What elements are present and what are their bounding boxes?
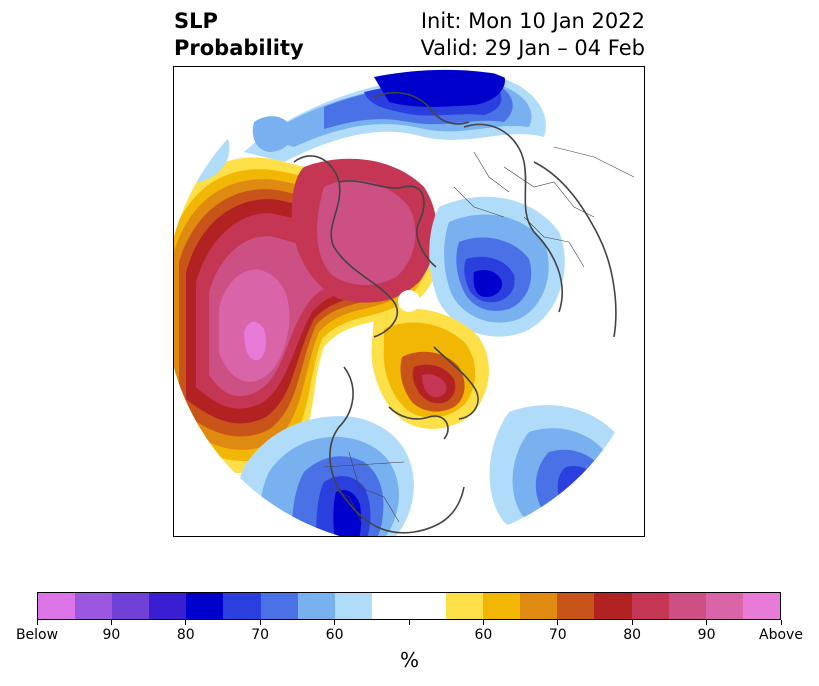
colorbar-swatch (334, 593, 372, 619)
colorbar-swatch (483, 593, 521, 619)
probability-map (174, 67, 644, 536)
valid-period-label: Valid: 29 Jan – 04 Feb (420, 36, 645, 60)
title-product: Probability (174, 36, 304, 60)
pole-marker (398, 290, 420, 312)
init-date-label: Init: Mon 10 Jan 2022 (420, 9, 645, 33)
colorbar-swatch (223, 593, 261, 619)
colorbar-swatch (742, 593, 780, 619)
tick-label: Above (759, 627, 803, 643)
tick-mark (557, 620, 559, 625)
colorbar-swatch (668, 593, 706, 619)
tick-label: Below (15, 627, 59, 643)
tick-mark (706, 620, 708, 625)
coastlines (293, 91, 617, 534)
tick-label: 80 (176, 627, 195, 643)
colorbar-swatch (149, 593, 187, 619)
probability-shading (174, 67, 644, 536)
tick-mark (780, 620, 782, 625)
tick-label: 70 (548, 627, 567, 643)
colorbar-swatch (112, 593, 150, 619)
chart-title: SLP Probability (174, 8, 304, 62)
colorbar-unit-label: % (399, 648, 419, 672)
colorbar-swatch (594, 593, 632, 619)
colorbar-ticks: Below 90 80 70 60 60 70 80 90 Above (16, 620, 803, 650)
colorbar-swatch (371, 593, 409, 619)
colorbar-swatch (260, 593, 298, 619)
colorbar-swatch (520, 593, 558, 619)
tick-label: 90 (697, 627, 716, 643)
colorbar-swatch (631, 593, 669, 619)
colorbar-swatch (408, 593, 447, 619)
colorbar-swatch (705, 593, 743, 619)
tick-label: 90 (102, 627, 121, 643)
tick-label: 60 (474, 627, 493, 643)
tick-mark (185, 620, 187, 625)
colorbar-swatch (446, 593, 484, 619)
tick-mark (36, 620, 38, 625)
colorbar-swatch (38, 593, 76, 619)
tick-label: 70 (251, 627, 270, 643)
tick-label: 80 (623, 627, 642, 643)
tick-mark (110, 620, 112, 625)
map-panel (173, 66, 645, 537)
tick-mark (408, 620, 410, 625)
colorbar-swatch (186, 593, 224, 619)
tick-mark (631, 620, 633, 625)
colorbar-swatch (297, 593, 335, 619)
chart-dates: Init: Mon 10 Jan 2022 Valid: 29 Jan – 04… (420, 8, 645, 62)
tick-mark (259, 620, 261, 625)
tick-mark (334, 620, 336, 625)
tick-label: 60 (325, 627, 344, 643)
title-variable: SLP (174, 9, 218, 33)
country-borders (323, 146, 635, 528)
colorbar-swatch (75, 593, 113, 619)
colorbar-swatch (557, 593, 595, 619)
colorbar (37, 592, 781, 620)
tick-mark (482, 620, 484, 625)
